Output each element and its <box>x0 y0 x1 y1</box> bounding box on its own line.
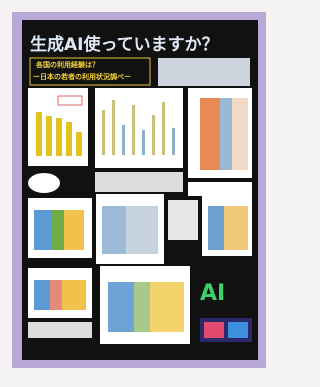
stripe <box>108 282 134 332</box>
stripe <box>50 280 62 310</box>
sticker <box>28 173 60 193</box>
subtitle: 各国の利用経験は？ <box>35 60 99 69</box>
bar-shape <box>102 110 105 155</box>
stacked-graphic <box>34 210 84 250</box>
text-panel <box>168 200 198 240</box>
bar-shape <box>152 115 155 155</box>
poster-photo: 生成AI使っていますか？ 各国の利用経験は？ ー日本の若者の利用状況調べー <box>0 0 277 387</box>
bar-shape <box>76 132 82 156</box>
text-panel <box>28 322 92 338</box>
bar-shape <box>46 116 52 156</box>
text-panel <box>95 172 183 192</box>
page: 生成AI使っていますか？ 各国の利用経験は？ ー日本の若者の利用状況調べー <box>0 0 277 387</box>
stripe <box>134 282 150 332</box>
stacked-graphic <box>108 282 184 332</box>
stacked-graphic <box>34 280 86 310</box>
stacked-graphic <box>102 206 158 254</box>
bar-shape <box>132 105 135 155</box>
callout <box>58 96 82 105</box>
stripe <box>208 206 224 250</box>
bar-shape <box>172 128 175 155</box>
bar-shape <box>56 118 62 156</box>
stripe <box>34 280 50 310</box>
bar-shape <box>36 112 42 156</box>
bar-shape <box>142 130 145 155</box>
chart-panel <box>95 88 183 168</box>
logo-graphic: AI <box>200 281 225 306</box>
title: 生成AI使っていますか？ <box>30 34 219 55</box>
logo-block <box>228 322 248 338</box>
stacked-graphic <box>208 206 248 250</box>
stripe <box>200 98 220 170</box>
text-panel <box>188 182 252 196</box>
stripe <box>220 98 232 170</box>
logo-block <box>204 322 224 338</box>
stripe <box>102 206 126 254</box>
bar-shape <box>162 102 165 155</box>
subtitle: ー日本の若者の利用状況調べー <box>33 72 131 81</box>
stripe <box>34 210 52 250</box>
bar-shape <box>112 100 115 155</box>
text-panel <box>158 58 250 86</box>
bar-shape <box>66 122 72 156</box>
stacked-graphic <box>200 98 248 170</box>
bar-shape <box>122 125 125 155</box>
stripe <box>52 210 64 250</box>
